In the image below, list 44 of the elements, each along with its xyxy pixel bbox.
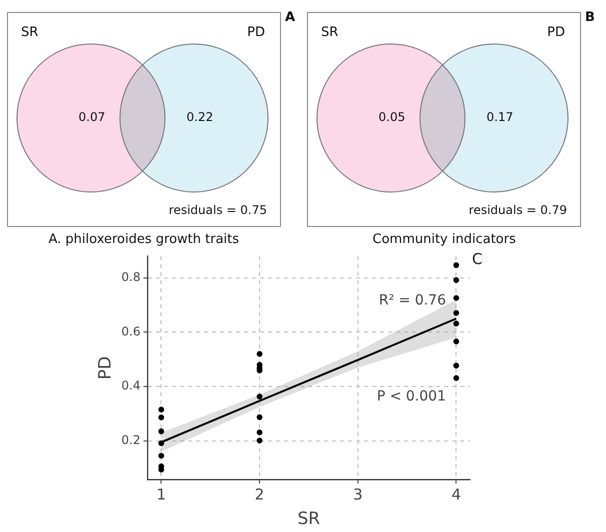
- text: residuals = 0.75: [168, 203, 267, 217]
- text: residuals = 0.79: [468, 203, 567, 217]
- point: [256, 429, 262, 436]
- data-label: 0.07: [78, 110, 106, 124]
- text: A. philoxeroides growth traits: [48, 232, 240, 247]
- x-tick-label: 1: [156, 485, 166, 504]
- x-tick-label: 2: [254, 485, 264, 504]
- data-label: 0.22: [186, 110, 214, 124]
- category-label: SR: [21, 25, 38, 40]
- annotation: P < 0.001: [376, 388, 446, 405]
- y-tick-label: 0.6: [121, 324, 140, 338]
- point: [453, 338, 460, 344]
- point: [453, 295, 460, 301]
- point: [158, 414, 164, 420]
- y-axis-title: PD: [96, 356, 116, 380]
- chart-title: C: [472, 250, 482, 268]
- point: [256, 394, 262, 400]
- point: [453, 262, 460, 268]
- point: [453, 320, 460, 326]
- y-tick-label: 0.2: [121, 432, 140, 447]
- data-label: 0.05: [378, 110, 406, 124]
- annotation: R² = 0.76: [378, 292, 446, 309]
- category-label: SR: [321, 25, 338, 40]
- point: [453, 375, 460, 381]
- text: B: [585, 10, 595, 25]
- x-tick-label: 4: [451, 485, 462, 504]
- point: [256, 414, 262, 420]
- point: [453, 362, 460, 368]
- point: [158, 428, 164, 434]
- text: A: [285, 10, 296, 25]
- point: [256, 438, 262, 444]
- x-tick-label: 3: [353, 485, 363, 504]
- point: [256, 351, 262, 357]
- category-label: PD: [547, 25, 565, 40]
- point: [158, 452, 164, 459]
- data-label: 0.17: [486, 110, 514, 124]
- point: [158, 406, 164, 412]
- x-axis-title: SR: [297, 509, 320, 530]
- text: Community indicators: [372, 232, 516, 247]
- y-tick-label: 0.8: [121, 270, 140, 284]
- category-label: PD: [247, 25, 265, 40]
- point: [453, 310, 460, 316]
- y-tick-label: 0.4: [121, 378, 140, 393]
- point: [453, 277, 460, 283]
